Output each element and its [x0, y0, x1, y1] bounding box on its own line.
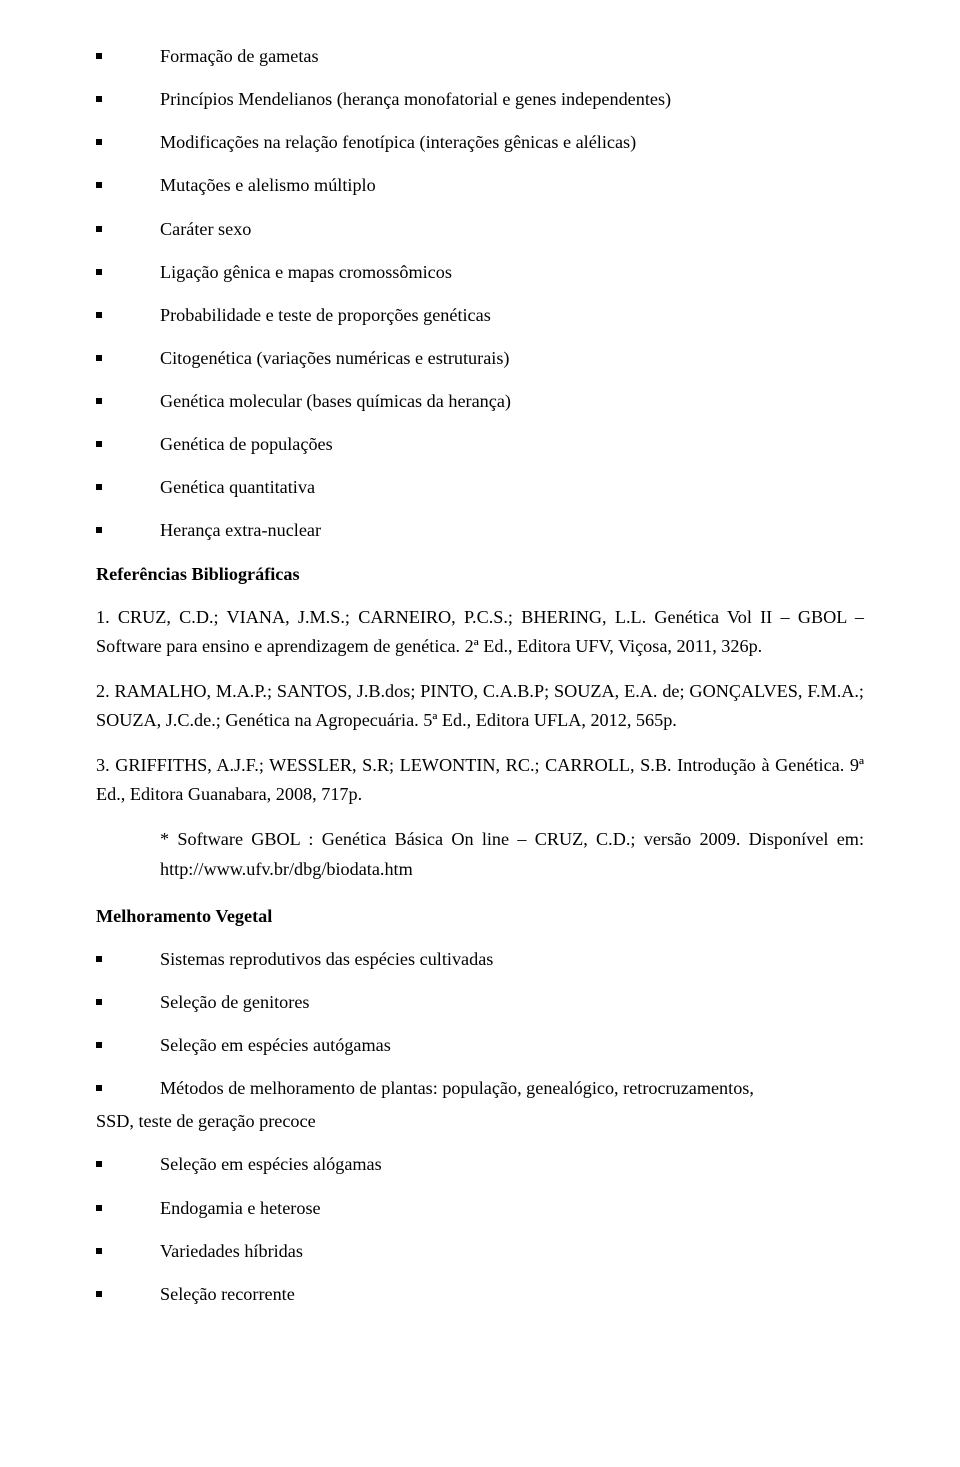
- square-bullet-icon: [96, 999, 102, 1005]
- list-item-text: Genética de populações: [160, 430, 864, 459]
- square-bullet-icon: [96, 139, 102, 145]
- list-item-text: Genética quantitativa: [160, 473, 864, 502]
- sub-section-heading: Melhoramento Vegetal: [96, 902, 864, 931]
- square-bullet-icon: [96, 1085, 102, 1091]
- square-bullet-icon: [96, 1161, 102, 1167]
- list-item: Endogamia e heterose: [96, 1194, 864, 1223]
- square-bullet-icon: [96, 182, 102, 188]
- square-bullet-icon: [96, 1042, 102, 1048]
- list-item: Sistemas reprodutivos das espécies culti…: [96, 945, 864, 974]
- list-item: Seleção em espécies autógamas: [96, 1031, 864, 1060]
- list-item: Genética molecular (bases químicas da he…: [96, 387, 864, 416]
- square-bullet-icon: [96, 226, 102, 232]
- sub-bullet-list: Sistemas reprodutivos das espécies culti…: [96, 945, 864, 1309]
- list-item-text: Genética molecular (bases químicas da he…: [160, 387, 864, 416]
- list-item-text: Citogenética (variações numéricas e estr…: [160, 344, 864, 373]
- square-bullet-icon: [96, 1291, 102, 1297]
- square-bullet-icon: [96, 96, 102, 102]
- list-item: Genética de populações: [96, 430, 864, 459]
- list-item: Seleção em espécies alógamas: [96, 1150, 864, 1179]
- list-item-text: Ligação gênica e mapas cromossômicos: [160, 258, 864, 287]
- square-bullet-icon: [96, 53, 102, 59]
- square-bullet-icon: [96, 1205, 102, 1211]
- list-item-text: Princípios Mendelianos (herança monofato…: [160, 85, 864, 114]
- list-item-text: Mutações e alelismo múltiplo: [160, 171, 864, 200]
- list-item: Caráter sexo: [96, 215, 864, 244]
- list-item: Formação de gametas: [96, 42, 864, 71]
- square-bullet-icon: [96, 527, 102, 533]
- list-item: Variedades híbridas: [96, 1237, 864, 1266]
- list-item: Probabilidade e teste de proporções gené…: [96, 301, 864, 330]
- list-item: Mutações e alelismo múltiplo: [96, 171, 864, 200]
- square-bullet-icon: [96, 269, 102, 275]
- square-bullet-icon: [96, 484, 102, 490]
- list-item: Citogenética (variações numéricas e estr…: [96, 344, 864, 373]
- reference-item: 3. GRIFFITHS, A.J.F.; WESSLER, S.R; LEWO…: [96, 751, 864, 809]
- square-bullet-icon: [96, 1248, 102, 1254]
- list-item: Seleção de genitores: [96, 988, 864, 1017]
- software-note: * Software GBOL : Genética Básica On lin…: [160, 825, 864, 883]
- square-bullet-icon: [96, 398, 102, 404]
- list-item: Genética quantitativa: [96, 473, 864, 502]
- list-item-text: Caráter sexo: [160, 215, 864, 244]
- list-item-text: Modificações na relação fenotípica (inte…: [160, 128, 864, 157]
- list-item-text: Sistemas reprodutivos das espécies culti…: [160, 945, 864, 974]
- square-bullet-icon: [96, 956, 102, 962]
- list-item-text: Probabilidade e teste de proporções gené…: [160, 301, 864, 330]
- list-item-text: Formação de gametas: [160, 42, 864, 71]
- list-item: Seleção recorrente: [96, 1280, 864, 1309]
- list-item: Modificações na relação fenotípica (inte…: [96, 128, 864, 157]
- list-item-text: Variedades híbridas: [160, 1237, 864, 1266]
- document-page: Formação de gametas Princípios Mendelian…: [0, 0, 960, 1383]
- list-item-text: Herança extra-nuclear: [160, 516, 864, 545]
- list-item-text: Seleção em espécies alógamas: [160, 1150, 864, 1179]
- reference-item: 2. RAMALHO, M.A.P.; SANTOS, J.B.dos; PIN…: [96, 677, 864, 735]
- list-item-text: Endogamia e heterose: [160, 1194, 864, 1223]
- list-item: Princípios Mendelianos (herança monofato…: [96, 85, 864, 114]
- reference-item: 1. CRUZ, C.D.; VIANA, J.M.S.; CARNEIRO, …: [96, 603, 864, 661]
- references-heading: Referências Bibliográficas: [96, 560, 864, 589]
- square-bullet-icon: [96, 312, 102, 318]
- square-bullet-icon: [96, 355, 102, 361]
- list-item-text: Seleção recorrente: [160, 1280, 864, 1309]
- list-item-text: Seleção em espécies autógamas: [160, 1031, 864, 1060]
- square-bullet-icon: [96, 441, 102, 447]
- list-item-continuation: SSD, teste de geração precoce: [96, 1107, 864, 1136]
- list-item: Métodos de melhoramento de plantas: popu…: [96, 1074, 864, 1103]
- list-item-text: Métodos de melhoramento de plantas: popu…: [160, 1074, 864, 1103]
- list-item: Ligação gênica e mapas cromossômicos: [96, 258, 864, 287]
- list-item: Herança extra-nuclear: [96, 516, 864, 545]
- list-item-text: Seleção de genitores: [160, 988, 864, 1017]
- topic-bullet-list: Formação de gametas Princípios Mendelian…: [96, 42, 864, 546]
- references-block: 1. CRUZ, C.D.; VIANA, J.M.S.; CARNEIRO, …: [96, 603, 864, 810]
